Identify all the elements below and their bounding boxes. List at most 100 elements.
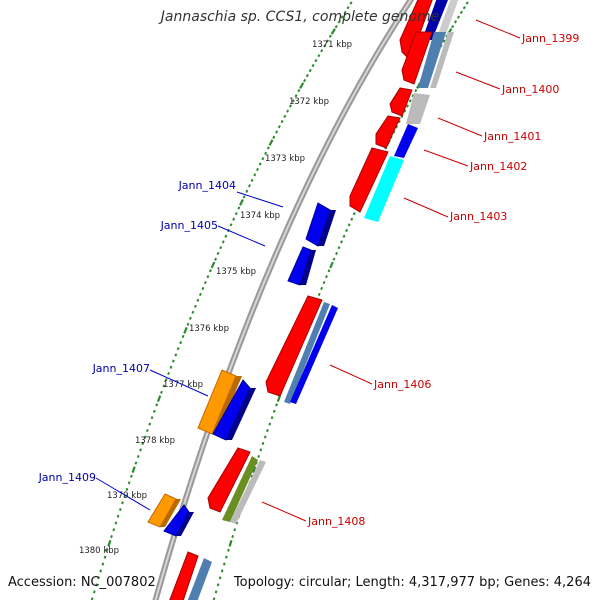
gene-jann-1406-c[interactable] xyxy=(290,305,338,404)
gene-bottom-red[interactable] xyxy=(166,551,199,600)
minor-tick xyxy=(198,292,202,296)
accession-label: Accession: NC_007802 xyxy=(8,575,156,590)
gene-jann-1403[interactable] xyxy=(349,147,389,213)
minor-tick xyxy=(191,310,195,314)
kbp-label: 1374 kbp xyxy=(240,211,280,221)
gene-label-jann-1408[interactable]: Jann_1408 xyxy=(307,515,365,528)
minor-tick xyxy=(303,78,307,83)
minor-tick xyxy=(277,125,281,129)
minor-tick xyxy=(160,390,163,394)
minor-tick xyxy=(233,528,237,532)
gene-jann-1406-b[interactable] xyxy=(284,302,330,404)
minor-tick xyxy=(340,240,344,244)
gene-bottom-steel[interactable] xyxy=(184,558,212,600)
gene-jann-1408[interactable] xyxy=(207,447,251,513)
gene-label-jann-1407[interactable]: Jann_1407 xyxy=(92,362,150,375)
gene-jann-1403-b[interactable] xyxy=(364,156,404,222)
minor-tick xyxy=(275,130,279,134)
minor-tick xyxy=(408,99,412,103)
major-tick xyxy=(329,261,334,269)
minor-tick xyxy=(127,481,131,485)
minor-tick xyxy=(155,403,159,407)
gene-label-jann-1400[interactable]: Jann_1400 xyxy=(501,83,559,96)
minor-tick xyxy=(235,521,239,525)
minor-tick xyxy=(208,269,212,273)
minor-tick xyxy=(322,281,326,285)
gene-jann-1399[interactable] xyxy=(399,0,434,61)
minor-tick xyxy=(462,6,466,10)
minor-tick xyxy=(266,428,269,433)
gene-label-jann-1403[interactable]: Jann_1403 xyxy=(449,210,507,223)
gene-near-jann-1407-side xyxy=(226,388,256,440)
minor-tick xyxy=(283,114,287,118)
gene-jann-1407-side xyxy=(212,376,242,434)
minor-tick xyxy=(456,15,460,19)
gene-label-jann-1409[interactable]: Jann_1409 xyxy=(38,471,96,484)
gene-jann-1408-b[interactable] xyxy=(222,456,258,522)
reverse-strand-genes xyxy=(166,0,460,600)
minor-tick xyxy=(395,125,399,129)
minor-tick xyxy=(179,341,183,345)
gene-label-jann-1406[interactable]: Jann_1406 xyxy=(373,378,431,391)
gene-label-jann-1401[interactable]: Jann_1401 xyxy=(483,130,541,143)
gene-label-jann-1404[interactable]: Jann_1404 xyxy=(178,179,236,192)
minor-tick xyxy=(259,448,263,452)
major-tick xyxy=(228,539,233,547)
minor-tick xyxy=(139,448,142,452)
minor-tick xyxy=(314,58,318,63)
gene-jann-1400[interactable] xyxy=(401,31,433,85)
minor-tick xyxy=(268,422,272,426)
minor-tick xyxy=(218,576,222,580)
minor-tick xyxy=(459,10,463,15)
major-tick xyxy=(239,199,244,206)
gene-jann-1402-b[interactable] xyxy=(394,124,418,158)
gene-jann-1406[interactable] xyxy=(265,295,323,397)
minor-tick xyxy=(291,99,295,103)
minor-tick xyxy=(256,167,259,172)
major-tick xyxy=(183,326,188,334)
minor-tick xyxy=(231,535,234,539)
minor-tick xyxy=(270,416,274,420)
gene-jann-1400-c[interactable] xyxy=(430,32,454,88)
minor-tick xyxy=(176,347,180,351)
minor-tick xyxy=(193,304,197,308)
kbp-label: 1378 kbp xyxy=(135,436,175,446)
minor-tick xyxy=(317,54,321,58)
gene-jann-1399-b[interactable] xyxy=(422,0,450,40)
minor-tick xyxy=(275,403,278,407)
kbp-label: 1371 kbp xyxy=(312,40,352,50)
minor-tick xyxy=(335,251,338,255)
gene-label-jann-1399[interactable]: Jann_1399 xyxy=(521,32,579,45)
minor-tick xyxy=(125,487,129,492)
gene-labels-outer: Jann_1404 Jann_1405 Jann_1407 Jann_1409 xyxy=(38,179,236,484)
gene-label-jann-1405[interactable]: Jann_1405 xyxy=(160,219,218,232)
major-tick xyxy=(268,139,274,146)
gene-jann-1402[interactable] xyxy=(375,115,401,149)
minor-tick xyxy=(311,63,315,68)
minor-tick xyxy=(237,206,241,210)
minor-tick xyxy=(219,246,223,250)
gene-jann-1404-side xyxy=(318,210,336,246)
major-tick xyxy=(107,539,112,547)
minor-tick xyxy=(227,548,230,552)
genome-backbone xyxy=(152,0,415,600)
gene-jann-1399-c[interactable] xyxy=(436,0,460,40)
minor-tick xyxy=(320,49,324,53)
gene-jann-1408-c[interactable] xyxy=(230,460,266,524)
minor-tick xyxy=(105,548,109,552)
minor-tick xyxy=(337,246,341,250)
minor-tick xyxy=(112,528,116,532)
minor-tick xyxy=(136,454,140,459)
gene-jann-1400-b[interactable] xyxy=(418,32,446,88)
minor-tick xyxy=(97,576,100,580)
minor-tick xyxy=(280,119,284,124)
gene-label-jann-1402[interactable]: Jann_1402 xyxy=(469,160,527,173)
minor-tick xyxy=(201,286,205,291)
major-tick xyxy=(276,395,282,402)
gene-jann-1405-side xyxy=(300,250,316,285)
gene-jann-1401-b[interactable] xyxy=(406,93,430,124)
gene-jann-1401[interactable] xyxy=(389,87,413,117)
genome-title: Jannaschia sp. CCS1, complete genome xyxy=(160,9,440,25)
